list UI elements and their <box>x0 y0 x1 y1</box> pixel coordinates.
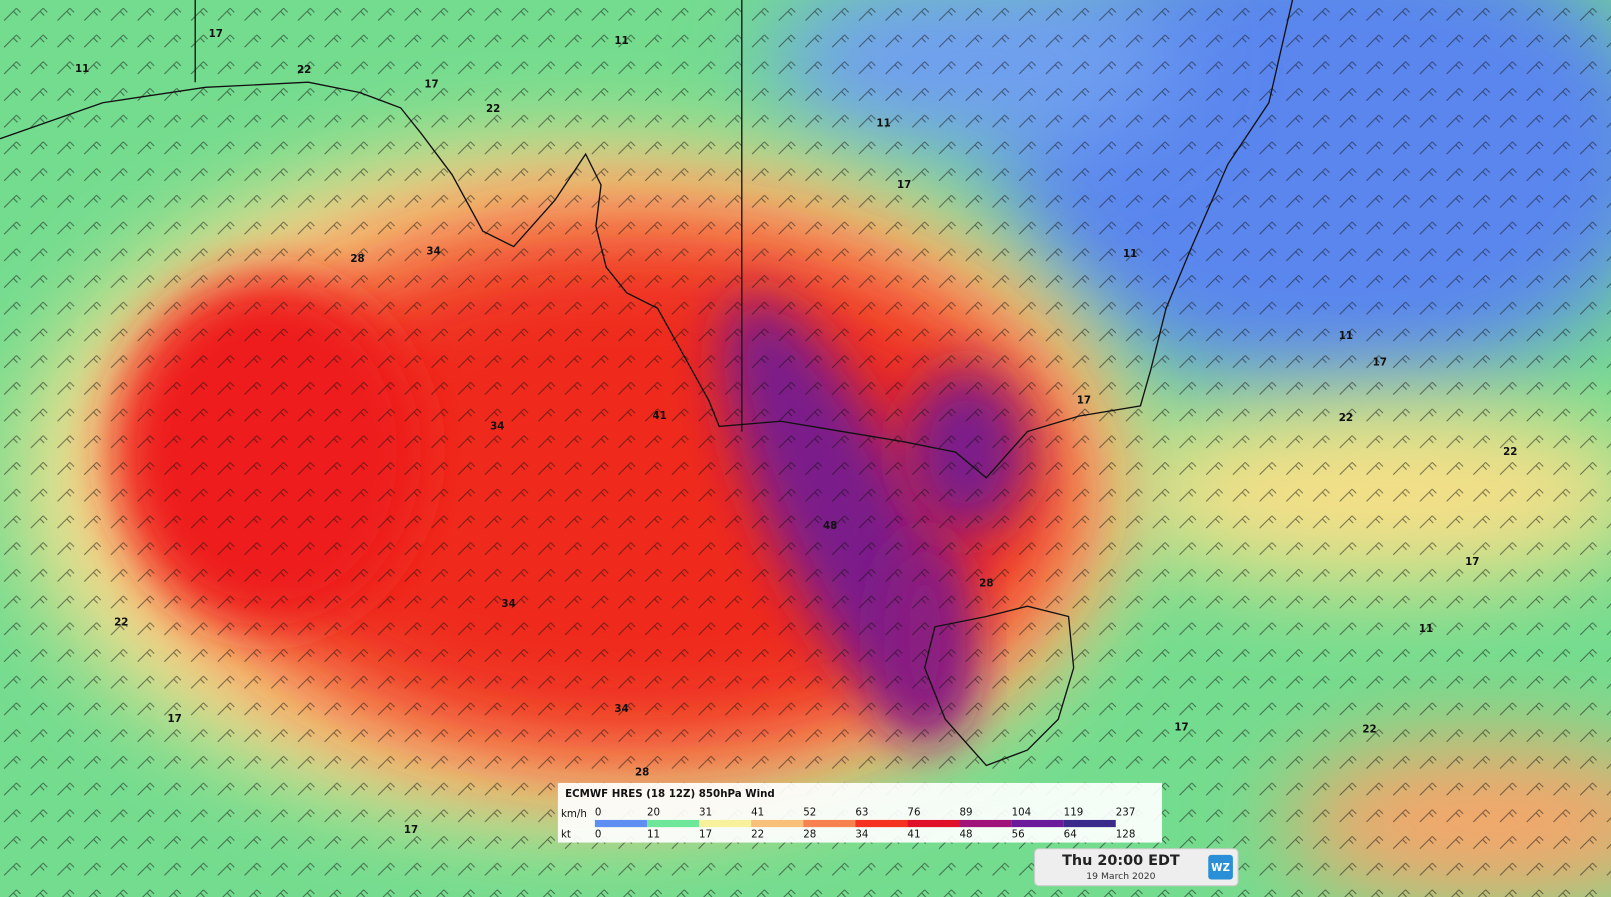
legend-swatch <box>594 819 647 828</box>
contour-label: 34 <box>501 598 515 610</box>
contour-label: 41 <box>652 410 666 422</box>
contour-label: 17 <box>168 713 182 725</box>
kmh-label: 237 <box>1116 807 1136 819</box>
kmh-label: 104 <box>1012 807 1032 819</box>
contour-label: 28 <box>635 767 649 779</box>
contour-label: 11 <box>75 63 89 75</box>
contour-label: 34 <box>614 703 628 715</box>
kt-label: 56 <box>1012 828 1025 840</box>
legend: ECMWF HRES (18 12Z) 850hPa Wind km/h kt … <box>557 782 1163 843</box>
legend-unit: kt <box>561 828 571 840</box>
kt-label: 0 <box>595 828 602 840</box>
kmh-label: 89 <box>960 807 973 819</box>
logo-box <box>1208 854 1233 880</box>
legend-swatch <box>1063 819 1116 828</box>
logo: WZ <box>1211 862 1230 874</box>
contour-label: 11 <box>1419 623 1433 635</box>
timestamp: Thu 20:00 EDT 19 March 2020 WZ <box>1034 848 1239 887</box>
contour-label: 22 <box>486 103 500 115</box>
kt-label: 22 <box>751 828 764 840</box>
kmh-label: 52 <box>803 807 816 819</box>
contour-label: 17 <box>1077 395 1091 407</box>
contour-label: 11 <box>1123 248 1137 260</box>
contour-label: 22 <box>114 617 128 629</box>
kt-label: 28 <box>803 828 816 840</box>
kt-label: 48 <box>960 828 973 840</box>
kt-label: 64 <box>1064 828 1077 840</box>
contour-label: 22 <box>297 64 311 76</box>
legend-unit: km/h <box>561 808 587 820</box>
time: Thu 20:00 EDT <box>1062 853 1180 869</box>
legend-box <box>557 782 1163 843</box>
contour-label: 17 <box>209 28 223 40</box>
contour-label: 11 <box>614 35 628 47</box>
contour-label: 11 <box>876 117 890 129</box>
legend-swatch <box>699 819 752 828</box>
contour-label: 28 <box>979 578 993 590</box>
legend-swatch <box>1011 819 1064 828</box>
contour-label: 17 <box>1465 556 1479 568</box>
contour-label: 17 <box>404 824 418 836</box>
kmh-label: 119 <box>1064 807 1084 819</box>
legend-swatch <box>907 819 960 828</box>
contour-label: 22 <box>1339 412 1353 424</box>
kt-label: 41 <box>907 828 920 840</box>
contour-label: 17 <box>1373 357 1387 369</box>
timestamp-box <box>1034 848 1239 887</box>
contour-label: 22 <box>1503 446 1517 458</box>
contour-label: 22 <box>1362 724 1376 736</box>
legend-title: ECMWF HRES (18 12Z) 850hPa Wind <box>565 788 775 800</box>
legend-swatch <box>751 819 804 828</box>
legend-swatch <box>855 819 908 828</box>
kmh-label: 0 <box>595 807 602 819</box>
kmh-label: 41 <box>751 807 764 819</box>
kt-label: 34 <box>855 828 868 840</box>
kmh-label: 20 <box>647 807 660 819</box>
legend-swatch <box>646 819 700 828</box>
contour-label: 28 <box>350 253 364 265</box>
contour-label: 34 <box>490 420 504 432</box>
legend-swatch <box>959 819 1012 828</box>
contour-label: 48 <box>823 520 837 532</box>
kmh-label: 31 <box>699 807 712 819</box>
contour-label: 17 <box>424 78 438 90</box>
contour-label: 17 <box>1174 721 1188 733</box>
kmh-label: 76 <box>907 807 920 819</box>
kt-label: 128 <box>1116 828 1136 840</box>
contour-label: 34 <box>426 246 440 258</box>
legend-swatch <box>803 819 856 828</box>
kt-label: 11 <box>647 828 660 840</box>
kt-label: 17 <box>699 828 712 840</box>
coastline <box>0 0 1294 767</box>
kmh-label: 63 <box>855 807 868 819</box>
contour-label: 11 <box>1339 330 1353 342</box>
date: 19 March 2020 <box>1086 871 1155 882</box>
contour-label: 17 <box>897 179 911 191</box>
